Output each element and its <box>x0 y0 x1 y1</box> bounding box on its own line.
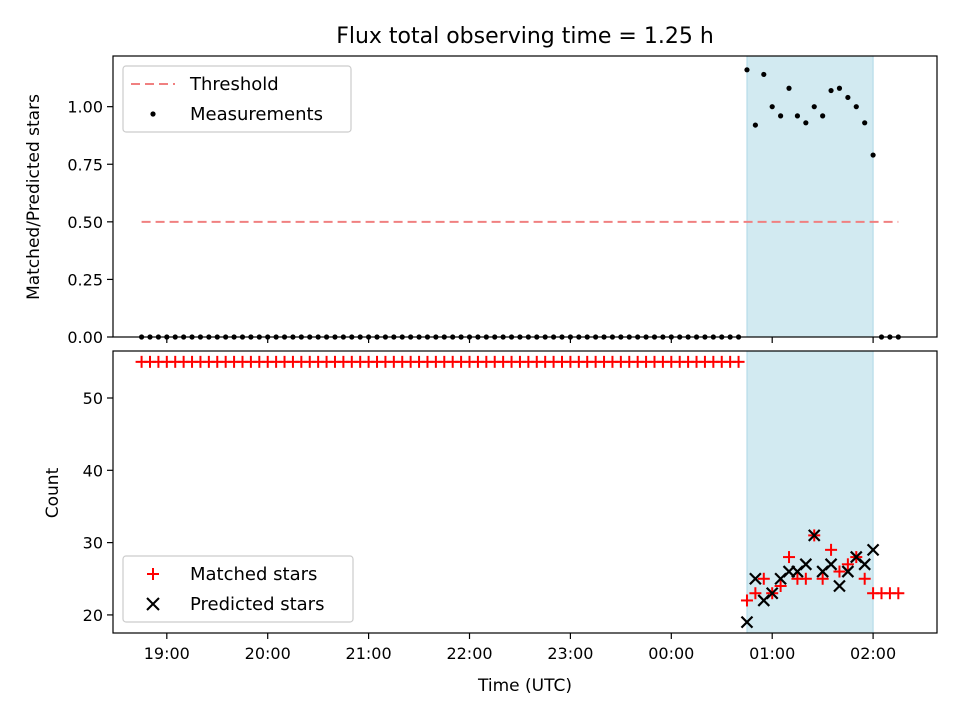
y-tick-label: 50 <box>83 389 103 408</box>
measurement-point <box>778 113 784 119</box>
measurement-point <box>853 104 859 110</box>
y-tick-label: 0.50 <box>67 213 103 232</box>
predicted-star-point <box>765 586 779 600</box>
x-tick-label: 00:00 <box>648 644 694 663</box>
x-tick-label: 21:00 <box>346 644 392 663</box>
x-tick-label: 02:00 <box>850 644 896 663</box>
count-plot-frame <box>112 350 938 634</box>
ratio-panel: 0.00 0.25 0.50 0.75 1.00 Matched/Predicted s… <box>24 55 938 347</box>
predicted-x-b <box>749 572 762 586</box>
legend-matched-label: Matched stars <box>190 564 317 585</box>
y-tick-label: 20 <box>83 606 103 625</box>
ratio-legend-box <box>122 65 352 133</box>
predicted-x-b <box>833 579 846 593</box>
x-tick-label: 20:00 <box>245 644 291 663</box>
measurement-point <box>803 120 809 126</box>
count-legend: Matched stars Predicted stars <box>122 555 354 623</box>
x-axis-label: Time (UTC) <box>477 676 572 696</box>
ratio-plot-frame <box>112 55 938 338</box>
predicted-x-b <box>841 565 855 578</box>
measurement-point <box>794 113 801 119</box>
ratio-y-ticks: 0.00 0.25 0.50 0.75 1.00 <box>67 98 113 347</box>
predicted-x-b <box>765 586 779 600</box>
predicted-x-b <box>866 543 880 557</box>
legend-measurements-swatch <box>150 111 156 117</box>
predicted-star-point <box>799 558 813 571</box>
predicted-star-point <box>866 543 880 557</box>
matched-star-point <box>783 551 796 564</box>
x-tick-label: 22:00 <box>446 644 492 663</box>
x-tick-label: 23:00 <box>547 644 593 663</box>
matched-star-point <box>799 572 812 585</box>
y-tick-label: 30 <box>83 534 103 553</box>
count-y-axis-label: Count <box>43 467 63 518</box>
legend-predicted-swatch <box>146 597 160 611</box>
y-tick-label: 40 <box>83 461 103 480</box>
predicted-x-b <box>858 558 871 571</box>
y-tick-label: 0.25 <box>67 270 103 289</box>
predicted-x-b <box>807 529 821 542</box>
measurement-point <box>828 87 834 94</box>
matched-star-point <box>774 580 787 592</box>
predicted-star-point <box>841 565 855 578</box>
count-panel: 20 30 40 50 19:00 20:00 21:00 22:00 23:00 00:00 0… <box>43 350 938 663</box>
predicted-x-b <box>850 550 863 564</box>
predicted-star-point <box>833 579 846 593</box>
measurement-point <box>769 104 775 110</box>
measurement-point <box>752 122 758 128</box>
measurement-point <box>862 120 868 126</box>
measurement-point <box>744 67 750 73</box>
matched-star-point <box>841 558 854 571</box>
predicted-star-point <box>749 572 762 586</box>
matched-star-point <box>858 572 871 585</box>
measurement-point <box>761 71 767 78</box>
predicted-star-point <box>740 615 754 629</box>
matched-star-point <box>833 565 846 578</box>
predicted-x-b <box>824 558 838 571</box>
y-tick-label: 0.75 <box>67 155 103 174</box>
matched-star-point <box>740 594 753 607</box>
y-tick-label: 1.00 <box>67 98 103 117</box>
predicted-x-b <box>740 615 754 629</box>
count-y-ticks: 20 30 40 50 <box>83 389 113 625</box>
observing-span-bottom <box>746 350 874 634</box>
legend-matched-swatch <box>147 568 159 580</box>
count-legend-box <box>122 555 354 623</box>
count-series <box>135 355 905 629</box>
measurement-point <box>836 85 843 91</box>
matched-star-point <box>816 572 829 585</box>
x-tick-label: 01:00 <box>749 644 795 663</box>
predicted-star-point <box>807 529 821 542</box>
matched-star-point <box>732 355 745 368</box>
measurement-point <box>870 152 876 158</box>
predicted-star-point <box>824 558 838 571</box>
measurement-point <box>786 85 792 91</box>
legend-predicted-label: Predicted stars <box>190 594 324 615</box>
x-tick-label: 19:00 <box>144 644 190 663</box>
ratio-x-ticks <box>166 337 874 343</box>
ratio-legend: Threshold Measurements <box>122 65 352 133</box>
count-x-ticks: 19:00 20:00 21:00 22:00 23:00 00:00 01:00 02:00 <box>144 633 896 663</box>
legend-threshold-label: Threshold <box>189 74 279 95</box>
ratio-series <box>138 67 901 340</box>
chart-title: Flux total observing time = 1.25 h <box>336 24 714 49</box>
measurement-point <box>820 113 826 119</box>
measurement-point <box>811 104 817 110</box>
matched-star-point <box>825 543 838 556</box>
observing-span-top <box>746 55 874 338</box>
predicted-x-b <box>799 558 813 571</box>
matched-star-point <box>749 587 762 600</box>
predicted-star-point <box>858 558 871 571</box>
legend-measurements-label: Measurements <box>190 104 323 125</box>
y-tick-label: 0.00 <box>67 328 103 347</box>
measurement-point <box>845 94 851 101</box>
ratio-y-axis-label: Matched/Predicted stars <box>24 94 44 300</box>
matched-star-point <box>892 587 905 600</box>
matched-star-point <box>757 572 770 585</box>
